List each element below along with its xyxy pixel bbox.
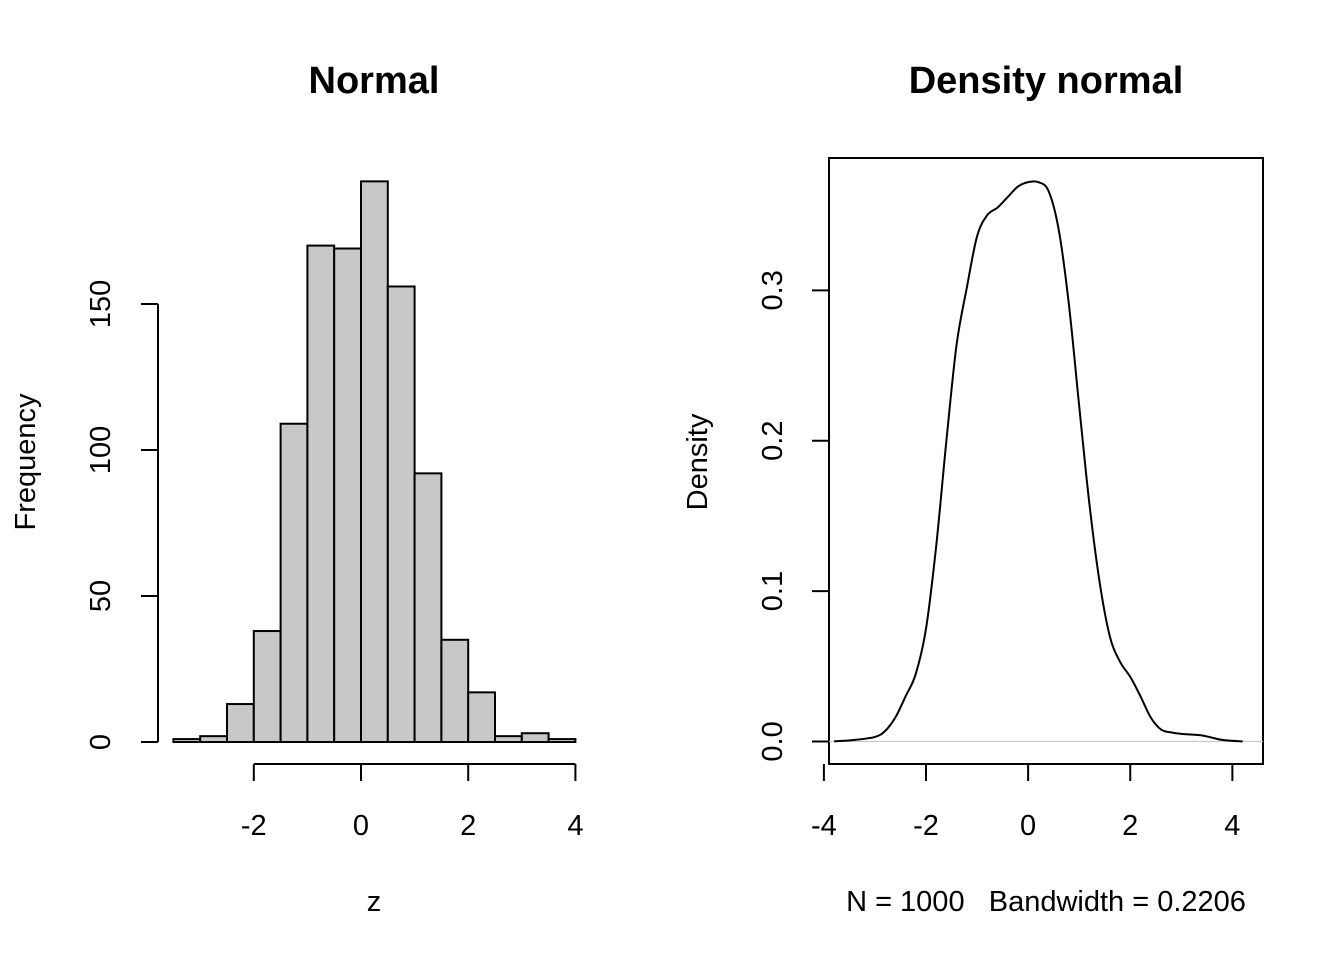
histogram-x-tick-label: -2 — [241, 810, 267, 842]
histogram-y-axis-label: Frequency — [10, 393, 42, 531]
histogram-x-tick-label: 2 — [460, 810, 476, 842]
histogram-bar — [440, 638, 470, 743]
density-y-tick-label: 0.0 — [757, 721, 789, 761]
density-y-tick-label: 0.3 — [757, 270, 789, 310]
density-x-axis-label: N = 1000 Bandwidth = 0.2206 — [846, 886, 1246, 918]
histogram-x-tick-label: 4 — [567, 810, 583, 842]
histogram-bar — [520, 732, 550, 743]
histogram-title: Normal — [309, 60, 440, 102]
histogram-bar — [279, 422, 309, 743]
histogram-bar — [172, 738, 202, 744]
histogram-y-axis: 0 50 100 150 — [85, 280, 159, 750]
density-y-axis-label: Density — [682, 413, 714, 510]
density-x-tick-label: 4 — [1224, 810, 1240, 842]
density-x-axis: -4 -2 0 2 4 — [811, 764, 1240, 842]
density-plot-frame — [828, 157, 1264, 765]
histogram-y-tick-label: 150 — [85, 280, 117, 328]
histogram-y-tick-label: 50 — [85, 580, 117, 612]
density-y-axis: 0.0 0.1 0.2 0.3 — [757, 270, 829, 762]
histogram-bar — [333, 247, 363, 744]
histogram-x-axis-label: z — [367, 886, 382, 918]
density-title: Density normal — [909, 60, 1184, 102]
density-y-tick-label: 0.1 — [757, 571, 789, 611]
histogram-bar — [494, 735, 523, 743]
histogram-bar — [306, 244, 336, 743]
density-x-tick-label: 2 — [1122, 810, 1138, 842]
histogram-bar — [252, 630, 282, 743]
density-x-tick-label: -2 — [913, 810, 939, 842]
histogram-bar — [467, 691, 497, 743]
density-x-tick-label: -4 — [811, 810, 837, 842]
histogram-bars — [172, 180, 577, 744]
density-curve — [834, 180, 1243, 743]
histogram-bar — [226, 703, 255, 743]
density-y-tick-label: 0.2 — [757, 421, 789, 461]
histogram-y-tick-label: 100 — [85, 426, 117, 474]
histogram-x-tick-label: 0 — [353, 810, 369, 842]
histogram-bar — [199, 735, 228, 743]
histogram-x-axis: -2 0 2 4 — [241, 763, 583, 842]
histogram-panel: Normal -2 0 2 4 0 50 100 150 z Frequency — [10, 60, 583, 918]
histogram-y-tick-label: 0 — [85, 734, 117, 750]
histogram-bar — [386, 285, 416, 743]
density-x-tick-label: 0 — [1020, 810, 1036, 842]
density-panel: Density normal -4 -2 0 2 4 0.0 0.1 0.2 0.3 N = … — [682, 60, 1264, 918]
histogram-bar — [360, 180, 389, 744]
histogram-bar — [413, 472, 443, 743]
histogram-bar — [547, 738, 577, 744]
